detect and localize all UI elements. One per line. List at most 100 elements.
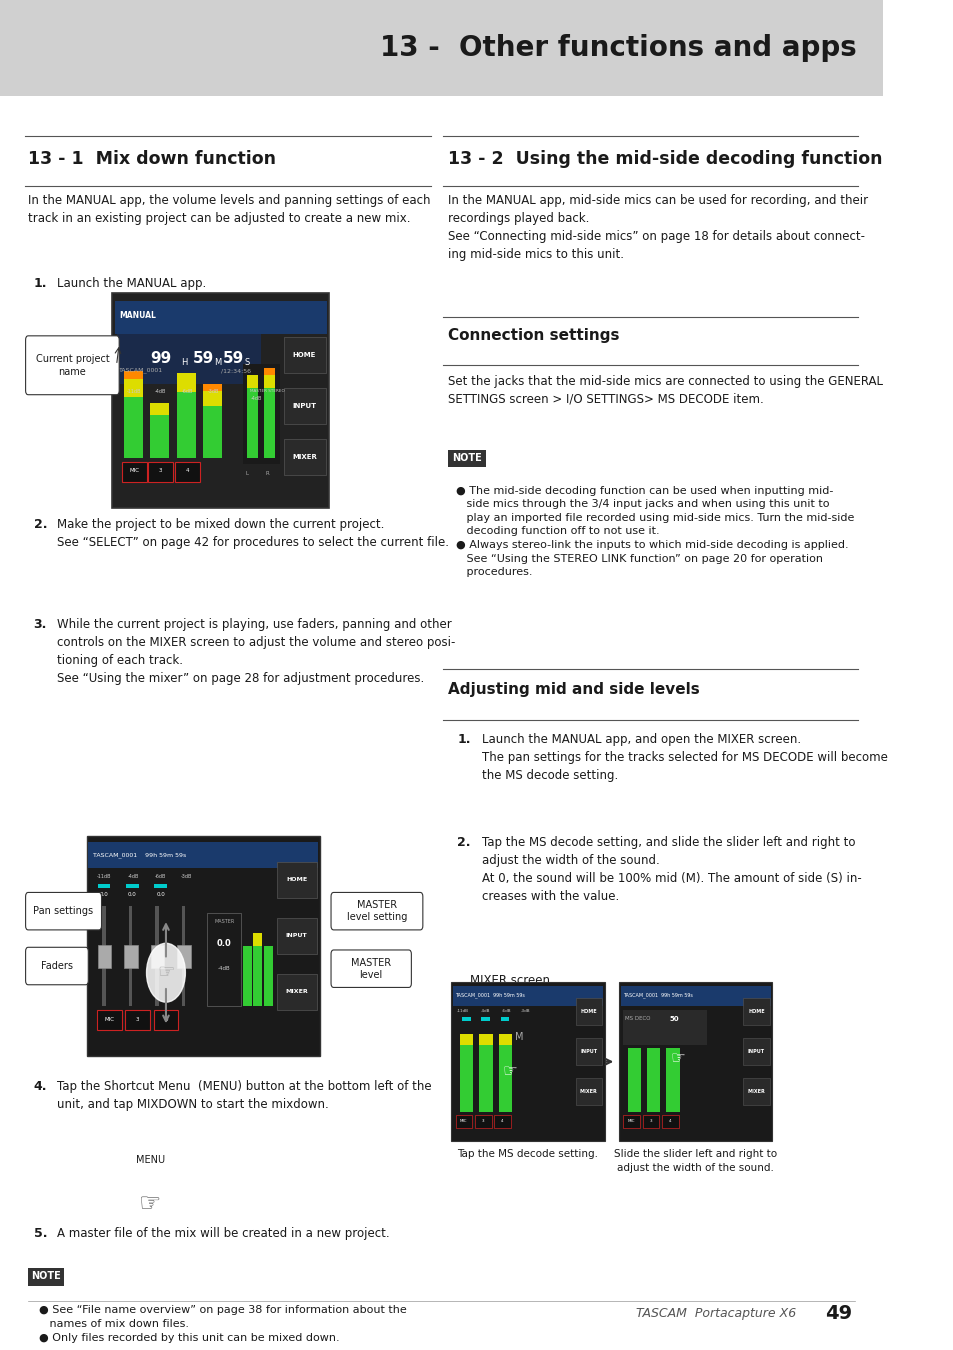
Text: INPUT: INPUT (286, 933, 307, 938)
Text: MIXER: MIXER (285, 990, 308, 994)
FancyBboxPatch shape (475, 1115, 491, 1127)
Text: ☞: ☞ (157, 963, 174, 983)
FancyBboxPatch shape (29, 1269, 64, 1285)
FancyBboxPatch shape (155, 906, 159, 1006)
FancyBboxPatch shape (284, 387, 325, 424)
FancyBboxPatch shape (247, 375, 257, 387)
Text: HOME: HOME (579, 1008, 597, 1014)
FancyBboxPatch shape (124, 371, 143, 379)
FancyBboxPatch shape (253, 933, 262, 946)
FancyBboxPatch shape (742, 998, 769, 1025)
FancyBboxPatch shape (176, 374, 195, 392)
Text: TASCAM  Portacapture X6: TASCAM Portacapture X6 (635, 1307, 795, 1320)
FancyBboxPatch shape (124, 397, 143, 458)
FancyBboxPatch shape (122, 462, 147, 482)
FancyBboxPatch shape (575, 1079, 601, 1106)
FancyBboxPatch shape (494, 1115, 511, 1127)
FancyBboxPatch shape (150, 416, 170, 458)
FancyBboxPatch shape (498, 1034, 512, 1045)
Text: MASTER: MASTER (213, 919, 234, 925)
Text: 4.: 4. (33, 1080, 47, 1092)
FancyBboxPatch shape (203, 392, 222, 406)
Text: 4: 4 (668, 1119, 671, 1123)
Text: 99: 99 (150, 351, 172, 366)
FancyBboxPatch shape (575, 998, 601, 1025)
FancyBboxPatch shape (264, 375, 274, 387)
FancyBboxPatch shape (87, 836, 319, 1056)
Text: -4dB: -4dB (250, 396, 261, 401)
Text: ● See “File name overview” on page 38 for information about the
   names of mix : ● See “File name overview” on page 38 fo… (39, 1304, 406, 1342)
Text: 2.: 2. (456, 836, 470, 849)
FancyBboxPatch shape (117, 335, 261, 383)
Text: -6dB: -6dB (154, 873, 166, 879)
Text: 50: 50 (668, 1015, 678, 1022)
Text: ☞: ☞ (670, 1049, 684, 1068)
Text: -3dB: -3dB (520, 1008, 530, 1012)
Text: 3: 3 (481, 1119, 484, 1123)
Text: Launch the MANUAL app.: Launch the MANUAL app. (57, 277, 207, 290)
FancyBboxPatch shape (153, 1010, 178, 1030)
Text: While the current project is playing, use faders, panning and other
controls on : While the current project is playing, us… (57, 618, 456, 686)
Text: Tap the MS decode setting, and slide the slider left and right to
adjust the wid: Tap the MS decode setting, and slide the… (481, 836, 861, 903)
Text: -3dB: -3dB (208, 389, 219, 394)
Text: L: L (246, 471, 249, 477)
Text: 0.0: 0.0 (128, 892, 136, 898)
Text: Current project
name: Current project name (35, 354, 110, 377)
FancyBboxPatch shape (89, 841, 317, 868)
Text: 13 - 2  Using the mid-side decoding function: 13 - 2 Using the mid-side decoding funct… (448, 150, 882, 167)
Text: TASCAM_0001  99h 59m 59s: TASCAM_0001 99h 59m 59s (455, 992, 525, 998)
Text: 13 -  Other functions and apps: 13 - Other functions and apps (379, 34, 856, 62)
Text: NOTE: NOTE (31, 1272, 61, 1281)
FancyBboxPatch shape (112, 293, 329, 509)
FancyBboxPatch shape (182, 906, 185, 1006)
Text: 3: 3 (136, 1017, 139, 1022)
FancyBboxPatch shape (102, 906, 106, 1006)
Circle shape (147, 944, 185, 1002)
Text: -6dB: -6dB (181, 389, 193, 394)
Text: INPUT: INPUT (747, 1049, 764, 1054)
FancyBboxPatch shape (618, 981, 772, 1141)
Text: HOME: HOME (293, 352, 315, 358)
Text: MIC: MIC (104, 1017, 114, 1022)
FancyBboxPatch shape (264, 946, 273, 1006)
FancyBboxPatch shape (478, 1034, 492, 1045)
Text: 3.: 3. (33, 618, 47, 632)
FancyBboxPatch shape (742, 1038, 769, 1065)
Text: -3dB: -3dB (181, 873, 193, 879)
Text: TASCAM_0001: TASCAM_0001 (119, 367, 163, 374)
Text: MANUAL: MANUAL (119, 312, 156, 320)
Text: Tap the Shortcut Menu  (MENU) button at the bottom left of the
unit, and tap MIX: Tap the Shortcut Menu (MENU) button at t… (57, 1080, 432, 1111)
FancyBboxPatch shape (620, 986, 770, 1006)
FancyBboxPatch shape (331, 950, 411, 987)
FancyBboxPatch shape (150, 404, 170, 416)
Text: Launch the MANUAL app, and open the MIXER screen.
The pan settings for the track: Launch the MANUAL app, and open the MIXE… (481, 733, 887, 782)
Text: MIXER: MIXER (579, 1089, 597, 1095)
Text: -4dB: -4dB (217, 967, 231, 971)
FancyBboxPatch shape (124, 379, 143, 397)
FancyBboxPatch shape (129, 906, 132, 1006)
Text: 3: 3 (649, 1119, 651, 1123)
FancyBboxPatch shape (742, 1079, 769, 1106)
Text: H: H (181, 358, 187, 367)
FancyBboxPatch shape (277, 861, 316, 898)
Text: -4dB: -4dB (154, 389, 166, 394)
Text: 5.: 5. (33, 1227, 47, 1239)
Text: R: R (265, 471, 269, 477)
Text: -4dB: -4dB (128, 873, 139, 879)
Text: In the MANUAL app, the volume levels and panning settings of each
track in an ex: In the MANUAL app, the volume levels and… (29, 194, 431, 225)
FancyBboxPatch shape (174, 462, 199, 482)
Text: MIC: MIC (129, 468, 139, 474)
Text: MIC: MIC (627, 1119, 635, 1123)
Text: 1.: 1. (33, 277, 47, 290)
FancyBboxPatch shape (253, 946, 262, 1006)
FancyBboxPatch shape (0, 0, 882, 96)
Text: MASTER
level setting: MASTER level setting (346, 900, 407, 922)
Text: Set the jacks that the mid-side mics are connected to using the GENERAL
SETTINGS: Set the jacks that the mid-side mics are… (448, 375, 882, 405)
Text: 0.0: 0.0 (156, 892, 165, 898)
Text: MIXER: MIXER (292, 454, 316, 460)
FancyBboxPatch shape (642, 1115, 659, 1127)
FancyBboxPatch shape (247, 387, 257, 458)
FancyBboxPatch shape (284, 439, 325, 475)
Text: -6dB: -6dB (501, 1008, 511, 1012)
Text: In the MANUAL app, mid-side mics can be used for recording, and their
recordings: In the MANUAL app, mid-side mics can be … (448, 194, 867, 261)
